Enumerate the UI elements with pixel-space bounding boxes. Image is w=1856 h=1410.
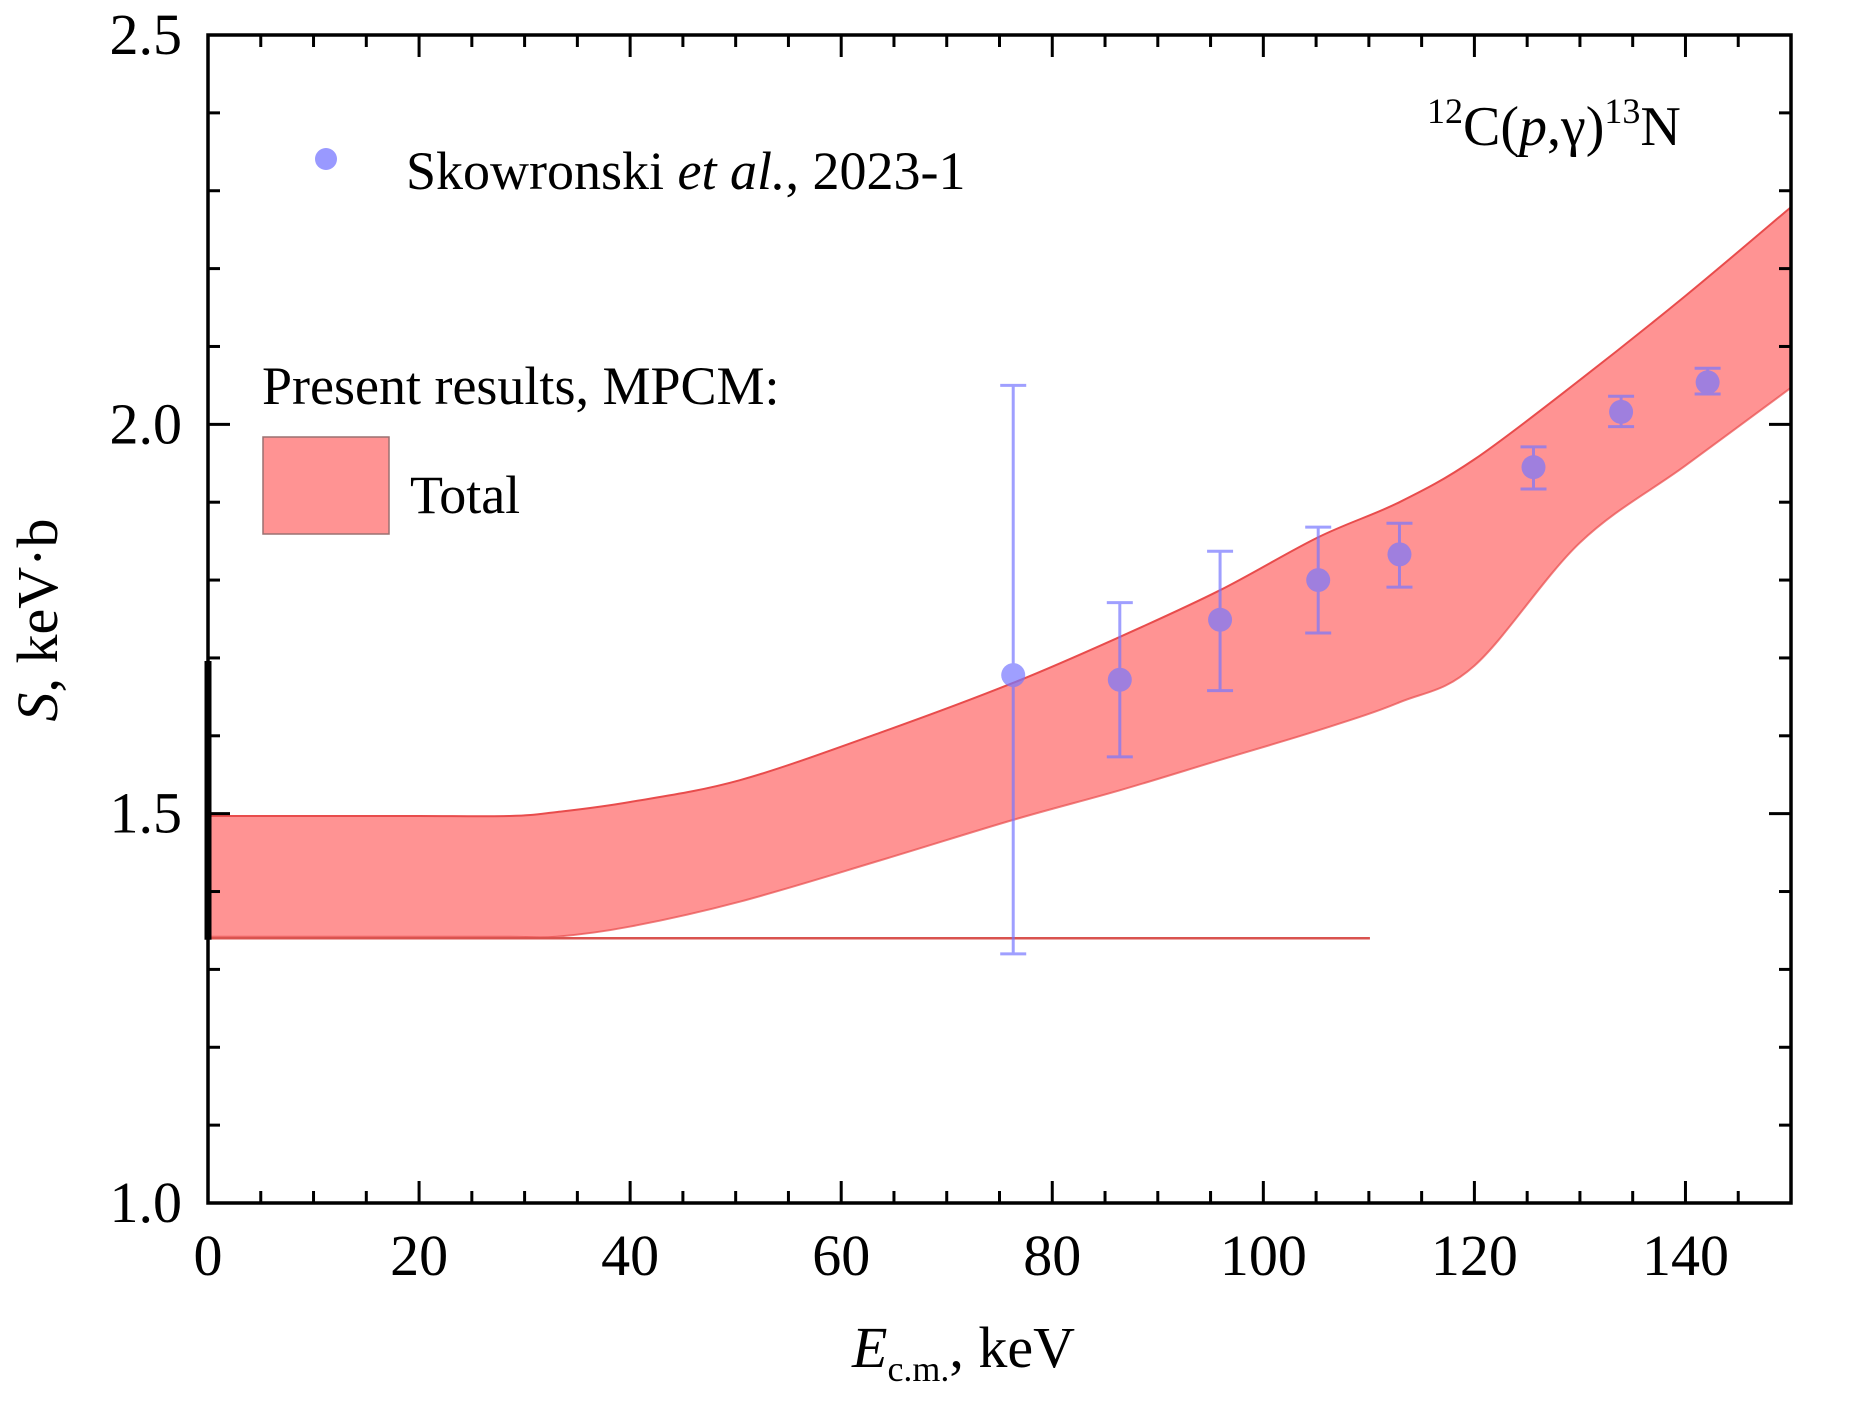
data-point-1 [1000,383,1027,956]
y-axis-title: S, keV·b [5,519,70,722]
data-point-5 [1386,521,1413,589]
data-point-8 [1694,366,1721,396]
data-point-7 [1608,394,1635,429]
data-marker [1521,455,1546,480]
axes-layer [204,33,1793,1205]
legend-swatch-total [262,436,390,535]
data-marker [1609,399,1634,424]
y-tick-label: 1.0 [110,1170,183,1235]
x-tick-label: 140 [1642,1223,1729,1288]
legend-author: Skowronski [406,141,678,201]
data-point-6 [1520,445,1547,491]
x-tick-label: 100 [1220,1223,1307,1288]
reaction-projectile: p [1515,96,1547,158]
data-marker [1387,542,1412,567]
product-element: N [1640,96,1680,158]
points-layer [1000,366,1721,956]
reaction-ejectile: ,γ) [1547,96,1604,158]
band-layer [208,206,1792,939]
band-total-lower-edge [208,386,1792,939]
y-tick-label: 2.5 [110,2,183,67]
legend-label-skowronski: Skowronski et al., 2023-1 [406,141,966,201]
data-marker [1306,568,1331,593]
x-tick-label: 80 [1023,1223,1081,1288]
legend-et-al: et al. [678,141,786,201]
legend-heading: Present results, MPCM: [262,356,780,416]
band-total-fill [208,207,1791,938]
y-axis-symbol: S [5,692,70,721]
product-mass-number: 13 [1604,91,1640,131]
legend-label-total: Total [410,465,520,525]
target-mass-number: 12 [1427,91,1463,131]
target-element: C [1463,96,1500,158]
data-marker [1695,370,1720,395]
y-tick-label: 2.0 [110,391,183,456]
x-tick-label: 0 [194,1223,223,1288]
x-tick-label: 120 [1431,1223,1518,1288]
reaction-label: 12C(p,γ)13N [1427,91,1681,158]
x-tick-label: 60 [812,1223,870,1288]
x-axis-subscript: c.m. [887,1349,949,1389]
data-point-4 [1305,525,1332,635]
data-marker [1001,663,1026,688]
data-marker [1107,667,1132,692]
legend-year: , 2023-1 [786,141,966,201]
x-tick-label: 40 [601,1223,659,1288]
y-tick-label: 1.5 [110,781,183,846]
data-marker [1208,607,1233,632]
legend-marker-skowronski [315,148,337,170]
y-axis-unit: , keV·b [5,519,70,693]
plot-frame [206,33,1793,1205]
data-point-2 [1106,601,1133,759]
tick-labels: 0 20 40 60 80 100 120 140 1.0 1.5 2.0 2.5 [110,2,1729,1288]
x-axis-symbol: E [851,1315,887,1380]
data-point-3 [1207,549,1234,693]
x-tick-label: 20 [390,1223,448,1288]
x-axis-title: Ec.m., keV [851,1315,1075,1389]
reaction-open: ( [1500,96,1519,158]
legend: Skowronski et al., 2023-1 Present result… [262,141,966,535]
x-axis-unit: , keV [949,1315,1075,1380]
